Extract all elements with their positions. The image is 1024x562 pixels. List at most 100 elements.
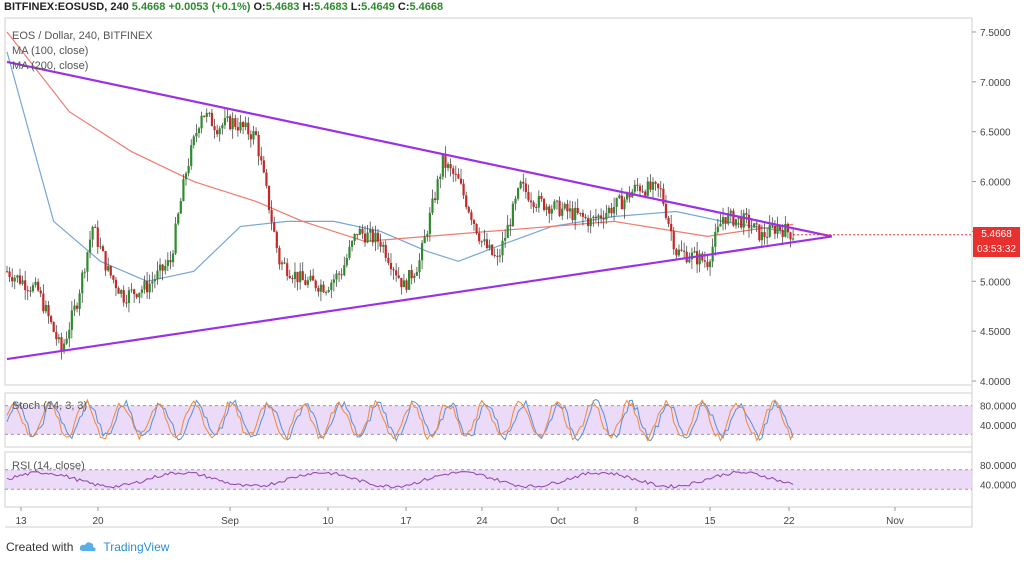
candle-down	[558, 200, 561, 216]
candle-up	[688, 259, 691, 263]
price-tick-label: 6.5000	[980, 128, 1011, 139]
candle-down	[620, 195, 623, 210]
candle-down	[496, 255, 499, 257]
candle-down	[340, 274, 343, 276]
candle-down	[763, 232, 766, 238]
candle-up	[415, 271, 419, 276]
candle-down	[8, 271, 11, 278]
ma200-legend[interactable]: MA (200, close)	[12, 60, 89, 72]
candle-up	[514, 198, 517, 204]
candle-up	[190, 145, 193, 166]
candle-up	[768, 224, 771, 237]
candle-down	[371, 229, 374, 243]
price-tick-label: 4.0000	[980, 377, 1011, 388]
candle-up	[441, 154, 444, 177]
stoch-legend[interactable]: Stoch (14, 3, 3)	[12, 400, 88, 412]
time-tick-label: 17	[400, 516, 412, 527]
candle-down	[236, 126, 239, 131]
candle-down	[683, 250, 686, 252]
candle-down	[529, 200, 533, 203]
candle-down	[524, 183, 527, 192]
candle-up	[221, 125, 224, 129]
time-tick-label: 22	[783, 516, 795, 527]
candle-up	[16, 275, 19, 278]
candle-down	[241, 122, 245, 128]
candle-down	[262, 160, 265, 173]
ma100-line	[6, 51, 786, 282]
cloud-icon	[80, 542, 97, 551]
candle-up	[734, 219, 738, 226]
created-with-label: Created with	[6, 540, 74, 554]
price-tick-label: 5.0000	[980, 277, 1011, 288]
candle-up	[633, 184, 636, 192]
candle-down	[480, 241, 483, 243]
candle-up	[721, 217, 725, 224]
candle-up	[208, 112, 211, 114]
candle-up	[280, 262, 284, 265]
candle-up	[537, 195, 540, 208]
candle-up	[563, 203, 566, 209]
candle-up	[166, 260, 169, 266]
candle-up	[714, 231, 717, 247]
candle-up	[195, 133, 198, 137]
candle-up	[545, 206, 548, 210]
candle-up	[428, 212, 431, 234]
candle-up	[607, 207, 610, 214]
candle-down	[566, 203, 569, 212]
candle-down	[29, 290, 32, 292]
candle-down	[472, 220, 476, 224]
open-value: 5.4683	[265, 1, 300, 13]
candle-down	[571, 208, 574, 221]
candle-down	[548, 206, 551, 214]
candle-down	[314, 280, 317, 289]
candle-down	[270, 210, 273, 223]
close-label: C:	[397, 1, 410, 13]
candle-up	[408, 269, 411, 290]
tradingview-logo-text[interactable]: TradingView	[103, 540, 170, 554]
candle-down	[459, 178, 463, 184]
candle-up	[382, 244, 385, 247]
candle-down	[26, 290, 29, 292]
candle-up	[729, 210, 732, 214]
candle-down	[444, 154, 447, 168]
candle-up	[350, 241, 354, 247]
time-tick-label: 15	[704, 516, 716, 527]
candle-up	[698, 253, 701, 265]
candle-down	[376, 232, 380, 242]
candle-down	[600, 215, 603, 219]
candle-up	[446, 164, 450, 168]
open-label: O:	[253, 1, 266, 13]
candle-down	[203, 115, 206, 117]
candle-up	[358, 228, 361, 235]
candle-down	[594, 216, 598, 219]
candle-up	[158, 264, 162, 271]
candle-down	[732, 210, 735, 226]
low-label: L:	[350, 1, 362, 13]
candle-down	[747, 214, 751, 228]
symbol-header: BITFINEX:EOSUSD, 240 5.4668 +0.0053 (+0.…	[4, 1, 443, 13]
candle-up	[88, 239, 92, 253]
price-tick-label: 7.0000	[980, 78, 1011, 89]
candle-up	[200, 115, 203, 129]
candle-down	[491, 244, 494, 255]
candle-down	[610, 207, 613, 214]
candle-up	[750, 227, 753, 229]
candle-down	[475, 223, 478, 234]
candle-up	[550, 208, 553, 214]
rsi-legend[interactable]: RSI (14, close)	[12, 460, 85, 472]
candle-down	[659, 188, 662, 190]
ma100-legend[interactable]: MA (100, close)	[12, 45, 89, 57]
candle-up	[130, 289, 133, 291]
candle-down	[273, 222, 276, 232]
candle-down	[654, 182, 657, 184]
candle-up	[719, 223, 722, 227]
candle-up	[44, 305, 48, 312]
candle-up	[83, 271, 86, 273]
candle-down	[18, 275, 22, 284]
candle-up	[426, 233, 429, 237]
candle-down	[675, 249, 678, 256]
candle-down	[301, 271, 304, 281]
candle-down	[260, 156, 263, 161]
candle-up	[506, 224, 509, 239]
